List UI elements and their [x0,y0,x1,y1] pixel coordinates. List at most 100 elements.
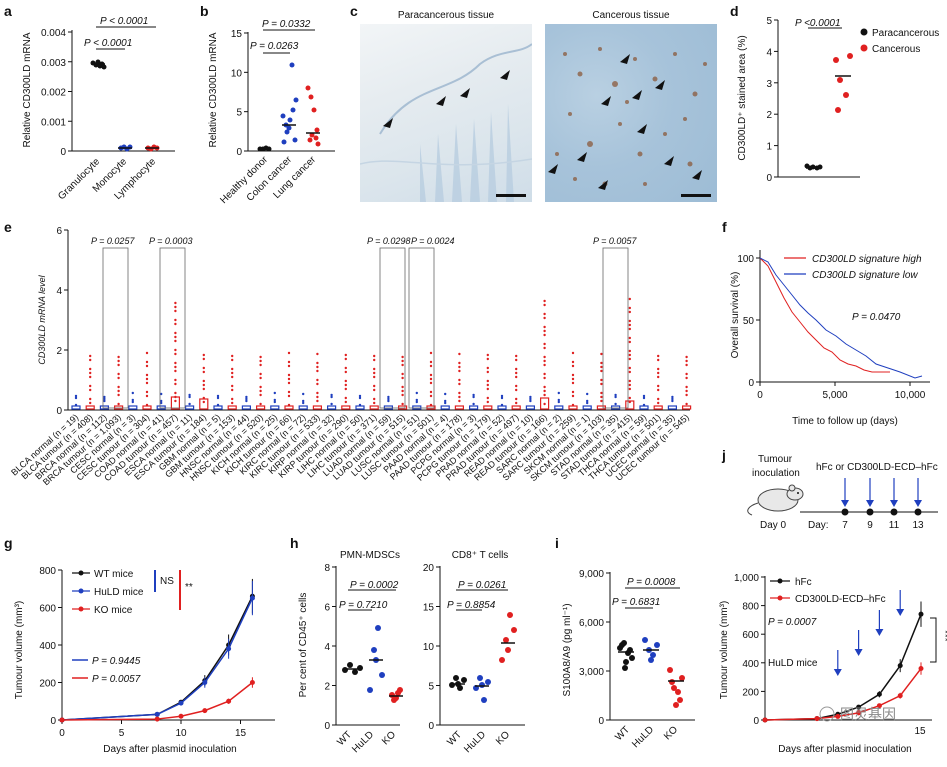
timeline-day-label: 9 [867,520,873,531]
expression-outlier [657,367,660,371]
expression-box [568,405,578,410]
cd300ld-ecd-hfc-point [762,717,768,723]
expression-outlier [145,351,149,355]
expression-outlier [231,371,234,375]
expression-outlier [401,376,404,380]
expression-outlier [103,397,106,401]
panel-i-cat-2: HuLD [630,724,656,750]
expression-outlier [486,400,489,404]
panel-h-left-cat-3: KO [380,729,398,747]
expression-outlier [543,385,546,389]
timeline-arrow-icon [890,500,898,507]
expression-box [539,397,550,410]
survival-curve-high [759,257,890,373]
cd300ld-ecd-hfc-point [856,710,862,716]
expression-outlier [657,388,660,392]
expression-box [483,405,493,410]
expression-outlier [117,363,120,367]
expression-outlier [685,355,688,359]
expression-outlier [387,397,390,401]
expression-outlier [458,382,461,386]
panel-j-tumour-label-2: inoculation [752,468,800,479]
panel-h-right-ytick-label: 5 [428,682,434,693]
cancerous-tissue-texture [555,47,711,197]
s100-ko-point [679,675,685,681]
panel-e-ytick-label: 4 [56,286,62,297]
expression-outlier [586,401,589,405]
expression-outlier [600,361,603,365]
panel-label-h: h [290,535,299,551]
colon-cancer-point [289,62,295,68]
timeline-day-label: 7 [842,520,848,531]
panel-d-legend-2: Cancerous [872,44,920,55]
panel-e-pval-2: P = 0.0003 [149,236,192,246]
expression-outlier [373,388,376,392]
annotation-arrow-icon [436,96,446,106]
panel-e-ylabel: CD300LD mRNA level [37,274,47,364]
expression-outlier [628,387,631,391]
colon-cancer-point [286,125,292,131]
expression-outlier [685,389,688,393]
panel-g-ytick-label: 0 [50,716,56,727]
expression-outlier [174,391,177,395]
panel-g-ytick-label: 600 [39,604,56,615]
expression-outlier [543,299,546,303]
panel-g-stars: ** [185,582,193,593]
panel-f-ytick-label: 100 [737,254,754,265]
expression-outlier [543,346,546,350]
expression-outlier [685,376,688,380]
dosing-arrow-icon [896,609,905,616]
expression-outlier [174,382,177,386]
panel-c-right-title: Cancerous tissue [592,10,670,21]
expression-outlier [642,403,646,407]
expression-outlier [401,359,404,363]
expression-outlier [429,381,433,385]
expression-outlier [259,372,262,376]
panel-d-legend-black-dot [860,28,868,36]
expression-outlier [373,401,376,405]
expression-outlier [557,391,560,395]
expression-outlier [330,395,333,399]
panel-g-ytick-label: 200 [39,679,56,690]
expression-outlier [628,319,631,323]
watermark: 图灵基因 [819,706,896,722]
expression-outlier [74,396,78,400]
pmn-wt-point [342,667,348,673]
expression-outlier [628,340,631,344]
expression-box [241,405,251,410]
expression-outlier [628,396,631,400]
expression-outlier [401,363,404,367]
huld-mice-point [154,711,160,717]
expression-outlier [401,355,404,359]
expression-outlier [117,376,120,380]
expression-outlier [685,402,688,406]
expression-outlier [628,379,631,383]
expression-outlier [486,357,489,361]
panel-i-ylabel: S100A8/A9 (pg ml⁻¹) [562,603,573,696]
expression-outlier [160,399,163,403]
expression-outlier [657,397,660,401]
expression-outlier [429,351,433,355]
panel-b-pval-2: P = 0.0263 [250,41,299,52]
expression-outlier [373,384,376,388]
expression-outlier [287,390,291,394]
annotation-arrow-icon [664,156,674,166]
expression-outlier [89,367,92,371]
expression-outlier [657,371,660,375]
expression-outlier [89,401,92,405]
expression-outlier [571,403,575,407]
panel-g-ns: NS [160,576,174,587]
panel-label-c: c [350,3,358,19]
expression-box [383,405,393,410]
expression-box [469,405,479,410]
panel-g-legend [72,570,90,612]
expression-box [454,405,464,410]
panel-d-ytick-label: 3 [766,79,772,90]
expression-outlier [174,395,177,399]
expression-outlier [429,394,433,398]
cancerous-point [843,92,849,98]
panel-i-cat-3: KO [662,724,680,742]
expression-outlier [614,395,617,399]
expression-outlier [387,399,390,403]
expression-outlier [145,390,149,394]
